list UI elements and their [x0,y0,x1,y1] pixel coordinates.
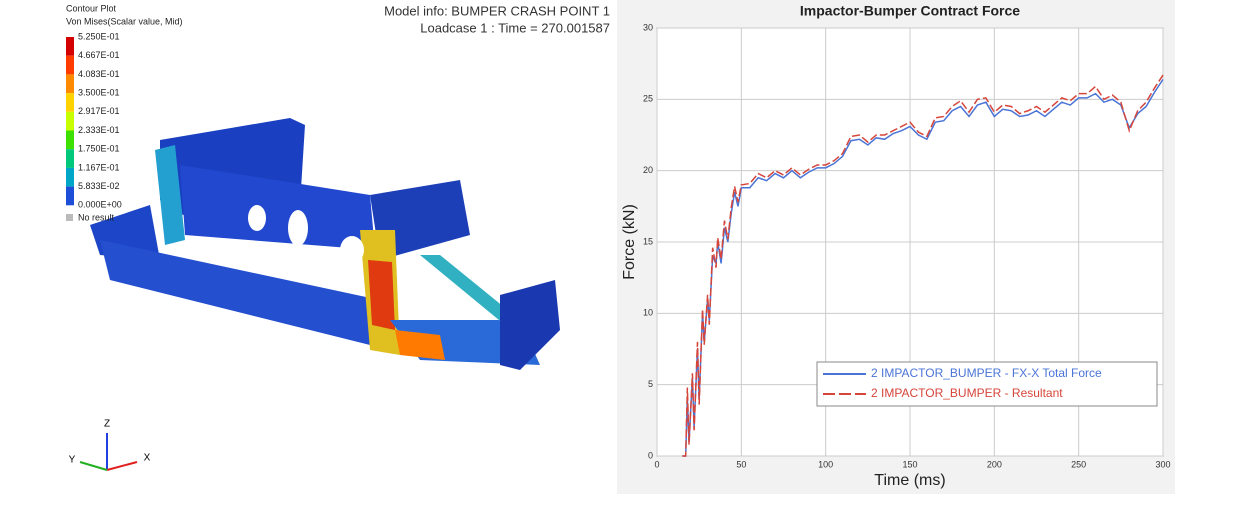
loadcase: Loadcase 1 : Time = 270.001587 [420,20,610,35]
color-band [66,149,74,168]
contour-level: 1.167E-01 [78,162,120,172]
legend-label: 2 IMPACTOR_BUMPER - Resultant [871,386,1063,400]
contour-title: Contour Plot [66,3,117,13]
axis-x: X [144,453,151,464]
x-tick-label: 150 [902,459,917,469]
contour-subtitle: Von Mises(Scalar value, Mid) [66,16,183,26]
contour-level: 4.667E-01 [78,50,120,60]
chart-title: Impactor-Bumper Contract Force [800,3,1020,19]
x-axis-label: Time (ms) [874,472,945,489]
x-tick-label: 300 [1155,459,1170,469]
x-tick-label: 100 [818,459,833,469]
contour-level: 0.000E+00 [78,200,122,210]
no-result-label: No result [78,212,115,222]
contour-level: 2.917E-01 [78,106,120,116]
color-band [66,74,74,94]
color-band [66,93,74,112]
bumper-model [90,118,560,370]
color-band [66,55,74,75]
color-band [66,37,74,56]
y-tick-label: 10 [643,308,653,318]
x-tick-label: 50 [736,459,746,469]
contour-level: 1.750E-01 [78,144,120,154]
y-tick-label: 25 [643,94,653,104]
axis-y: Y [69,455,76,466]
y-tick-label: 15 [643,236,653,246]
y-axis-label: Force (kN) [621,204,638,280]
y-tick-label: 5 [648,379,653,389]
color-band [66,111,74,131]
model-info: Model info: BUMPER CRASH POINT 1 [384,3,610,18]
y-tick-label: 20 [643,165,653,175]
x-tick-label: 200 [987,459,1002,469]
no-result-swatch [66,214,73,221]
y-tick-label: 0 [648,450,653,460]
legend-box [816,361,1158,407]
contour-level: 5.250E-01 [78,31,120,41]
y-tick-label: 30 [643,22,653,32]
color-band [66,186,74,206]
color-band [66,130,74,150]
contour-view: Contour Plot Von Mises(Scalar value, Mid… [66,3,610,471]
contour-level: 3.500E-01 [78,87,120,97]
axis-z: Z [104,419,110,430]
contour-level: 2.333E-01 [78,125,120,135]
x-tick-label: 0 [654,459,659,469]
color-band [66,167,74,187]
contour-level: 5.833E-02 [78,181,120,191]
contour-level: 4.083E-01 [78,69,120,79]
series-line [682,74,1164,457]
legend-label: 2 IMPACTOR_BUMPER - FX-X Total Force [871,366,1102,380]
x-tick-label: 250 [1071,459,1086,469]
